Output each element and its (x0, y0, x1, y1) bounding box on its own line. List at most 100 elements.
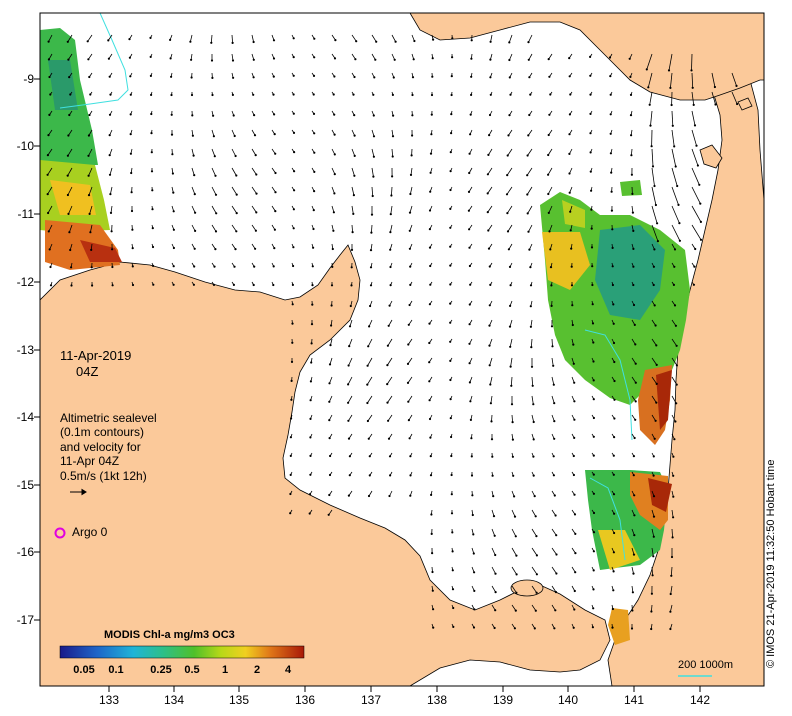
colorbar-tick: 0.1 (108, 664, 124, 676)
velocity-arrow-head (350, 248, 354, 251)
velocity-arrow-head (653, 184, 656, 188)
velocity-arrow-head (149, 55, 152, 59)
velocity-arrow-head (670, 574, 673, 577)
velocity-arrow (668, 53, 673, 71)
velocity-arrow-head (526, 154, 529, 157)
velocity-arrow-head (589, 132, 592, 135)
velocity-arrow (651, 357, 658, 366)
velocity-arrow-head (411, 76, 415, 79)
velocity-arrow-head (735, 84, 738, 87)
velocity-arrow-head (513, 627, 517, 630)
velocity-arrow-head (151, 245, 155, 249)
velocity-arrow-head (611, 228, 614, 231)
velocity-arrow-head (313, 190, 316, 193)
velocity-arrow-head (533, 495, 536, 498)
velocity-arrow-head (170, 75, 173, 78)
velocity-arrow-head (348, 455, 351, 458)
velocity-arrow-head (648, 103, 651, 106)
velocity-arrow (651, 205, 658, 224)
velocity-arrow-head (231, 93, 234, 96)
velocity-arrow-head (48, 248, 51, 251)
velocity-arrow-head (568, 133, 571, 136)
velocity-arrow-head (150, 93, 153, 96)
velocity-arrow-head (589, 112, 592, 115)
velocity-arrow-head (193, 247, 196, 250)
velocity-arrow (691, 110, 696, 126)
velocity-arrow-head (130, 171, 133, 175)
velocity-arrow (551, 376, 555, 385)
velocity-arrow-head (375, 40, 378, 43)
velocity-arrow-head (412, 58, 415, 61)
velocity-arrow-head (550, 284, 553, 287)
velocity-arrow (507, 224, 513, 232)
velocity-arrow-head (293, 151, 296, 154)
velocity-arrow-head (190, 76, 193, 79)
velocity-arrow-head (131, 228, 134, 231)
velocity-arrow-head (669, 86, 672, 89)
velocity-arrow-head (450, 132, 453, 135)
velocity-arrow-head (234, 154, 237, 158)
velocity-arrow (507, 205, 513, 214)
velocity-arrow-head (488, 113, 492, 117)
velocity-arrow-head (486, 211, 489, 214)
lon-label: 133 (98, 693, 120, 707)
velocity-arrow-head (674, 420, 677, 423)
velocity-arrow-head (613, 512, 616, 515)
velocity-arrow-head (273, 113, 276, 116)
velocity-arrow-head (612, 341, 616, 345)
velocity-arrow-head (388, 494, 391, 498)
velocity-arrow-head (150, 151, 153, 154)
velocity-arrow-head (231, 59, 235, 62)
velocity-arrow-head (253, 265, 256, 268)
velocity-arrow-head (450, 493, 453, 496)
velocity-arrow-head (90, 248, 93, 251)
velocity-arrow-head (391, 175, 394, 178)
velocity-arrow-head (672, 495, 675, 498)
velocity-arrow (551, 395, 555, 404)
velocity-arrow-head (486, 173, 489, 176)
velocity-arrow-head (654, 419, 657, 422)
velocity-arrow-head (552, 474, 556, 477)
velocity-arrow-head (548, 230, 551, 233)
velocity-arrow-head (289, 473, 292, 476)
velocity-arrow-head (552, 383, 555, 386)
velocity-arrow (507, 148, 513, 156)
velocity-arrow-head (309, 399, 312, 402)
velocity-arrow-head (507, 248, 510, 251)
velocity-arrow-head (509, 284, 512, 287)
velocity-arrow-head (214, 193, 218, 196)
velocity-arrow (348, 338, 353, 347)
velocity-arrow-head (407, 323, 410, 326)
velocity-arrow-head (489, 283, 492, 286)
velocity-arrow-head (171, 172, 174, 175)
velocity-arrow-head (312, 227, 315, 231)
velocity-arrow-head (351, 231, 354, 234)
velocity-arrow (48, 34, 53, 42)
velocity-arrow-head (632, 572, 635, 575)
velocity-arrow (251, 224, 257, 231)
velocity-arrow-head (471, 513, 474, 517)
velocity-arrow (528, 34, 533, 43)
velocity-arrow-head (572, 626, 575, 629)
velocity-arrow-head (388, 455, 392, 458)
velocity-arrow-head (149, 74, 152, 77)
velocity-arrow-head (652, 495, 656, 498)
velocity-arrow-head (428, 246, 432, 249)
velocity-arrow-head (611, 626, 614, 629)
velocity-arrow (351, 224, 353, 233)
velocity-arrow-head (309, 473, 312, 476)
velocity-arrow-head (613, 436, 616, 439)
velocity-arrow-head (211, 76, 214, 79)
velocity-arrow (551, 357, 554, 366)
velocity-arrow-head (472, 552, 475, 555)
velocity-arrow-head (66, 40, 69, 43)
lat-label: -16 (16, 545, 34, 559)
velocity-arrow (651, 167, 655, 187)
velocity-arrow-head (87, 134, 90, 137)
velocity-arrow-head (406, 362, 410, 365)
velocity-arrow-head (568, 75, 571, 78)
velocity-arrow-head (150, 112, 153, 116)
velocity-arrow-head (473, 608, 476, 611)
velocity-arrow-head (389, 284, 392, 287)
velocity-arrow-head (468, 323, 471, 326)
